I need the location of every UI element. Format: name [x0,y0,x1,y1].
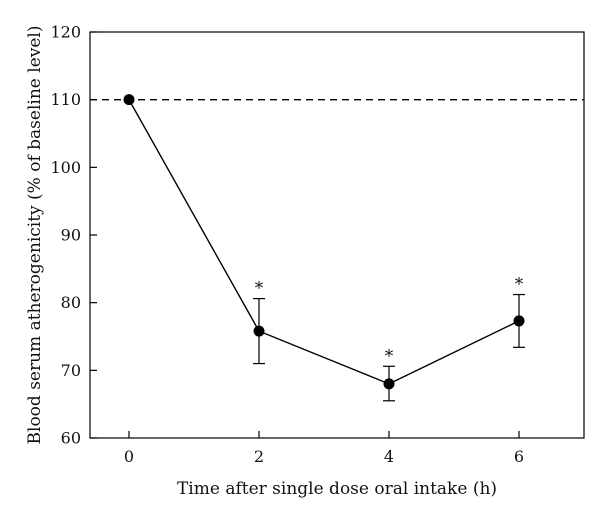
data-point [253,325,265,337]
chart-marks: * * * [90,94,584,402]
x-tick-label: 2 [254,447,264,466]
x-tick-label: 0 [124,447,134,466]
y-axis-label: Blood serum atherogenicity (% of baselin… [25,26,45,445]
y-tick-label: 60 [61,429,81,448]
data-point [513,315,525,327]
x-tick-label: 4 [384,447,394,466]
data-point [383,378,395,390]
y-tick-label: 70 [61,361,81,380]
y-tick-label: 120 [50,23,81,42]
y-tick-label: 110 [50,90,81,109]
y-tick-label: 100 [50,158,81,177]
x-axis-ticks: 0 2 4 6 [124,431,524,466]
significance-asterisk: * [255,279,264,299]
x-tick-label: 6 [514,447,524,466]
y-tick-label: 80 [61,293,81,312]
series-line [128,99,520,385]
y-axis-ticks: 60 70 80 90 100 110 120 [50,23,97,448]
x-axis-label: Time after single dose oral intake (h) [177,479,497,499]
significance-asterisk: * [385,346,394,366]
plot-frame [89,31,585,439]
data-point [123,94,135,106]
y-tick-label: 90 [61,226,81,245]
significance-asterisk: * [515,275,524,295]
